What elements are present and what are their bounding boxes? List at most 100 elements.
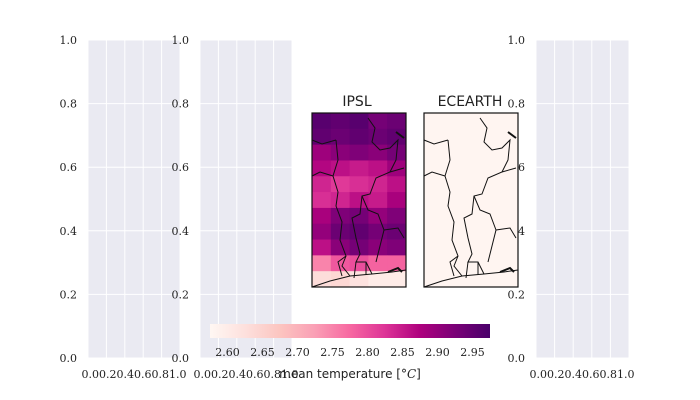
colorbar-tick-label: 2.90 [425,346,450,359]
heatmap-cell [312,271,332,288]
heatmap-cell [387,255,407,272]
ipsl-lake-2 [395,131,405,139]
y-tick-label: 0.0 [508,352,526,365]
heatmap-cell [312,207,332,225]
heatmap-cell [312,128,332,146]
heatmap-cell [368,160,388,177]
ecearth-border-f [449,255,479,279]
heatmap-cell [330,113,350,130]
colorbar-ticks: 2.60 2.65 2.70 2.75 2.80 2.85 2.90 2.95 [215,346,485,359]
colorbar-tick-label: 2.95 [460,346,485,359]
colorbar-gradient [210,324,490,338]
y-tick-label: 0.4 [172,225,190,238]
empty-axes-middle [199,39,293,359]
heatmap-cell [312,113,332,130]
ecearth-borders [423,117,519,288]
heatmap-cell [330,271,350,288]
heatmap-cell [368,144,388,161]
ecearth-border-c [473,195,497,263]
y-tick-label: 0.0 [60,352,78,365]
heatmap-cell [368,239,388,256]
heatmap-cell [387,192,407,209]
heatmap-cell [368,176,388,193]
colorbar-tick-label: 2.70 [285,346,310,359]
colorbar-tick-label: 2.60 [215,346,240,359]
ecearth-heatmap-cell [424,113,518,287]
ipsl-border-d [383,167,405,239]
heatmap-cell [368,223,388,240]
x-tick-labels: 0.00.20.40.60.81.0 [194,368,299,381]
heatmap-cell [368,271,388,288]
heatmap-cell [312,176,332,193]
heatmap-cell [330,144,350,161]
heatmap-cell [368,207,388,225]
heatmap-cell [312,223,332,240]
empty-axes-right [535,39,630,359]
heatmap-cell [312,239,332,256]
y-tick-label: 1.0 [508,34,526,47]
heatmap-cell [387,239,407,256]
ecearth-coast [423,269,519,288]
y-tick-label: 0.8 [60,98,78,111]
heatmap-cell [312,255,332,272]
map-title-ipsl: IPSL [342,94,371,110]
colorbar-tick-label: 2.65 [250,346,275,359]
map-ipsl: IPSL [311,94,407,288]
y-tick-label: 0.8 [172,98,190,111]
ecearth-border-e [423,139,449,177]
y-tick-label: 0.6 [172,161,190,174]
ipsl-border-e [311,139,337,177]
ipsl-coast [311,269,407,288]
colorbar: 2.60 2.65 2.70 2.75 2.80 2.85 2.90 2.95 mean te… [210,324,490,381]
y-tick-label: 0.2 [172,288,190,301]
colorbar-tick-label: 2.85 [390,346,415,359]
heatmap-cell [330,223,350,240]
heatmap-cell [387,113,407,130]
ipsl-lake [387,266,403,273]
heatmap-cell [368,255,388,272]
heatmap-cell [330,255,350,272]
heatmap-cell [330,192,350,209]
ipsl-borders [311,117,407,288]
heatmap-cell [387,207,407,225]
ecearth-border-a [444,139,463,277]
ipsl-heatmap-cells [312,113,407,288]
colorbar-tick-label: 2.75 [320,346,345,359]
x-tick-labels: 0.00.20.40.60.81.0 [530,368,635,381]
heatmap-cell [349,113,369,130]
y-tick-label: 1.0 [172,34,190,47]
colorbar-tick-label: 2.80 [355,346,380,359]
heatmap-cell [387,128,407,146]
heatmap-cell [349,144,369,161]
heatmap-cell [349,160,369,177]
map-frame-ipsl [311,112,407,288]
ipsl-border-a [332,139,351,277]
heatmap-cell [330,128,350,146]
ecearth-lake-2 [507,131,517,139]
map-frame-ecearth [423,112,519,288]
empty-axes-tick-labels: 0.00.20.40.60.81.00.00.20.40.60.81.00.00… [60,34,635,381]
heatmap-cell [330,207,350,225]
ecearth-lake [499,266,515,273]
map-title-ecearth: ECEARTH [438,94,503,110]
y-tick-label: 0.6 [60,161,78,174]
heatmap-cell [312,160,332,177]
heatmap-cell [387,271,407,288]
heatmap-cell [349,207,369,225]
heatmap-cell [368,128,388,146]
x-tick-labels: 0.00.20.40.60.81.0 [82,368,187,381]
y-tick-label: 0.2 [60,288,78,301]
y-tick-label: 0.2 [508,288,526,301]
heatmap-cell [330,160,350,177]
colorbar-label: mean temperature [°C] [279,367,421,381]
heatmap-cell [330,176,350,193]
heatmap-cell [349,192,369,209]
heatmap-cell [312,192,332,209]
y-tick-label: 1.0 [60,34,78,47]
heatmap-cell [387,223,407,240]
ipsl-border-f [337,255,367,279]
ecearth-border-b [463,117,511,275]
heatmap-cell [349,255,369,272]
heatmap-cell [349,176,369,193]
heatmap-cell [349,128,369,146]
